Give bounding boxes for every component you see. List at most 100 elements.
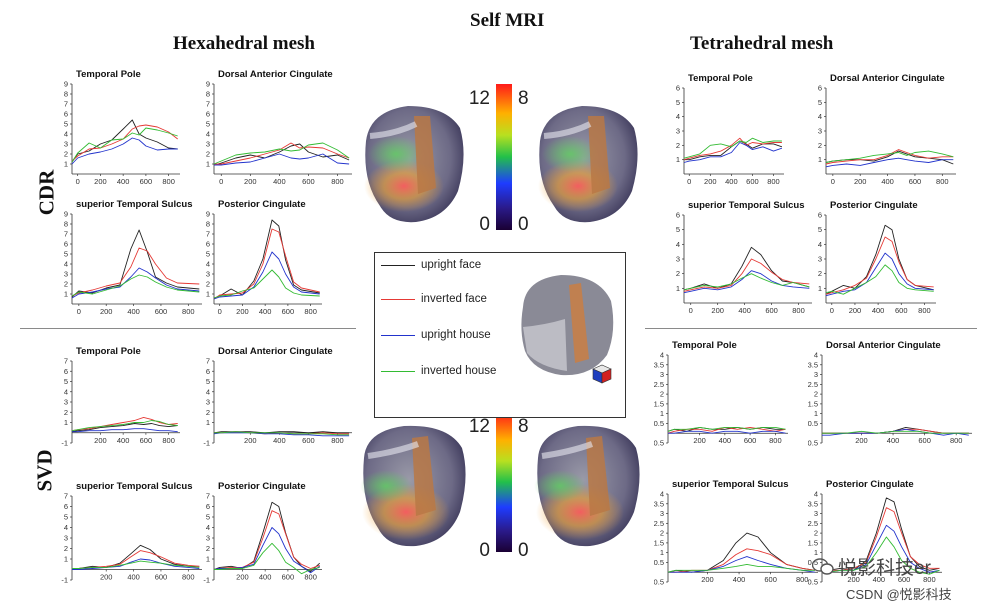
series-line-inverted-house	[214, 542, 320, 575]
brain-render-tet-svd	[534, 425, 640, 547]
y-tick-label: 6	[818, 211, 822, 220]
left-heading: Hexahedral mesh	[173, 33, 315, 54]
chart-title: Temporal Pole	[688, 73, 753, 84]
y-tick-label: 6	[206, 110, 210, 119]
y-tick-label: 6	[64, 367, 68, 376]
y-tick-label: 3	[206, 534, 210, 543]
x-tick-label: 800	[182, 573, 195, 582]
y-tick-label: 3	[206, 398, 210, 407]
chart-tet-svd-temporal-pole: Temporal Pole -0.5 0.511.522.533.54 200 400 6…	[654, 340, 788, 448]
brain-render-hex-svd	[360, 425, 466, 547]
x-tick-label: 200	[94, 436, 107, 445]
chart-tet-svd-posterior-cingulate: Posterior Cingulate-0.50.511.522.533.542…	[808, 479, 942, 587]
series-line-upright-house	[72, 558, 200, 570]
series-line-inverted-face	[213, 228, 320, 300]
x-tick-label: 200	[236, 307, 249, 316]
series-line-upright-house	[213, 527, 320, 574]
y-tick-label: 2.5	[808, 380, 818, 389]
y-tick-label: 3	[64, 270, 68, 279]
x-tick-label: 200	[854, 177, 867, 186]
x-tick-label: 400	[738, 306, 751, 315]
y-tick-label: 6	[818, 84, 822, 93]
colorbar-bottom-min-left: 0	[479, 540, 490, 561]
x-tick-label: 600	[282, 307, 295, 316]
y-tick-label: 5	[64, 250, 68, 259]
legend-swatch-upright-house	[381, 334, 415, 336]
watermark-brand-text: 悦影科技er	[838, 558, 931, 579]
watermark-footer: CSDN @悦影科技	[846, 587, 952, 602]
series-line-upright-house	[668, 430, 786, 434]
series-line-upright-house	[72, 428, 178, 433]
colorbar-top-max-left: 12	[469, 88, 490, 109]
y-tick-label: -0.5	[808, 439, 818, 448]
y-tick-label: 1	[814, 409, 818, 418]
y-tick-label: 1.5	[654, 399, 664, 408]
y-tick-label: 4	[206, 387, 210, 396]
y-tick-label: 2	[206, 408, 210, 417]
legend-item-upright-house: upright house	[381, 327, 491, 343]
x-tick-label: 400	[733, 575, 746, 584]
x-tick-label: 0	[219, 177, 223, 186]
wechat-icon	[812, 557, 834, 575]
colorbar-top-max-right: 8	[518, 88, 529, 109]
y-tick-label: 2	[64, 280, 68, 289]
y-tick-label: 4	[818, 112, 822, 121]
series-line-inverted-face	[71, 247, 200, 297]
y-tick-label: 1	[660, 548, 664, 557]
series-line-inverted-face	[71, 124, 178, 162]
series-line-upright-face	[71, 423, 178, 433]
y-tick-label: 1	[64, 555, 68, 564]
x-tick-label: 200	[244, 436, 257, 445]
y-tick-label: -0.5	[654, 578, 664, 587]
orientation-cube-icon	[592, 364, 612, 384]
legend-label: inverted house	[421, 365, 497, 377]
series-line-inverted-house	[667, 563, 815, 573]
x-tick-label: 200	[693, 436, 706, 445]
y-tick-label: 3	[64, 398, 68, 407]
x-tick-label: 400	[725, 177, 738, 186]
y-tick-label: 1	[206, 160, 210, 169]
y-tick-label: 8	[206, 90, 210, 99]
y-tick-label: 0.5	[654, 558, 664, 567]
series-line-upright-face	[213, 219, 320, 299]
chart-title: Temporal Pole	[76, 69, 141, 80]
series-line-upright-house	[683, 270, 810, 294]
legend-swatch-inverted-face	[381, 298, 415, 300]
chart-title: superior Temporal Sulcus	[76, 481, 193, 492]
colorbar-top-min-left: 0	[479, 214, 490, 235]
y-tick-label: 0.5	[654, 419, 664, 428]
series-line-upright-house	[825, 157, 954, 168]
series-line-inverted-house	[825, 264, 934, 295]
y-tick-label: 3	[206, 270, 210, 279]
x-tick-label: 600	[746, 177, 759, 186]
chart-title: Posterior Cingulate	[218, 199, 306, 210]
brain-maps-center: 12 0 8 0 12 0 8 0	[360, 84, 640, 561]
series-line-inverted-house	[213, 269, 320, 299]
y-tick-label: 4	[64, 130, 68, 139]
y-tick-label: 3	[818, 127, 822, 136]
series-line-inverted-face	[71, 416, 178, 432]
x-tick-label: 600	[302, 177, 315, 186]
series-line-inverted-house	[71, 127, 178, 163]
chart-tet-svd-superior-temporal-sulcus: superior Temporal Sulcus-0.50.511.522.53…	[654, 479, 818, 587]
y-tick-label: 2	[660, 390, 664, 399]
y-tick-label: -1	[203, 576, 210, 585]
x-tick-label: 400	[273, 436, 286, 445]
y-tick-label: 3.5	[654, 360, 664, 369]
y-tick-label: 6	[206, 367, 210, 376]
y-tick-label: 7	[206, 357, 210, 366]
y-tick-label: 2	[206, 544, 210, 553]
y-tick-label: 4	[206, 523, 210, 532]
x-tick-label: 200	[244, 177, 257, 186]
y-tick-label: 4	[206, 130, 210, 139]
y-tick-label: 2	[64, 408, 68, 417]
series-line-upright-face	[213, 143, 350, 166]
y-tick-label: 2	[818, 141, 822, 150]
chart-title: superior Temporal Sulcus	[672, 479, 789, 490]
row-label-cdr: CDR	[34, 169, 59, 216]
x-tick-label: 200	[100, 307, 113, 316]
legend-label: inverted face	[421, 293, 487, 305]
